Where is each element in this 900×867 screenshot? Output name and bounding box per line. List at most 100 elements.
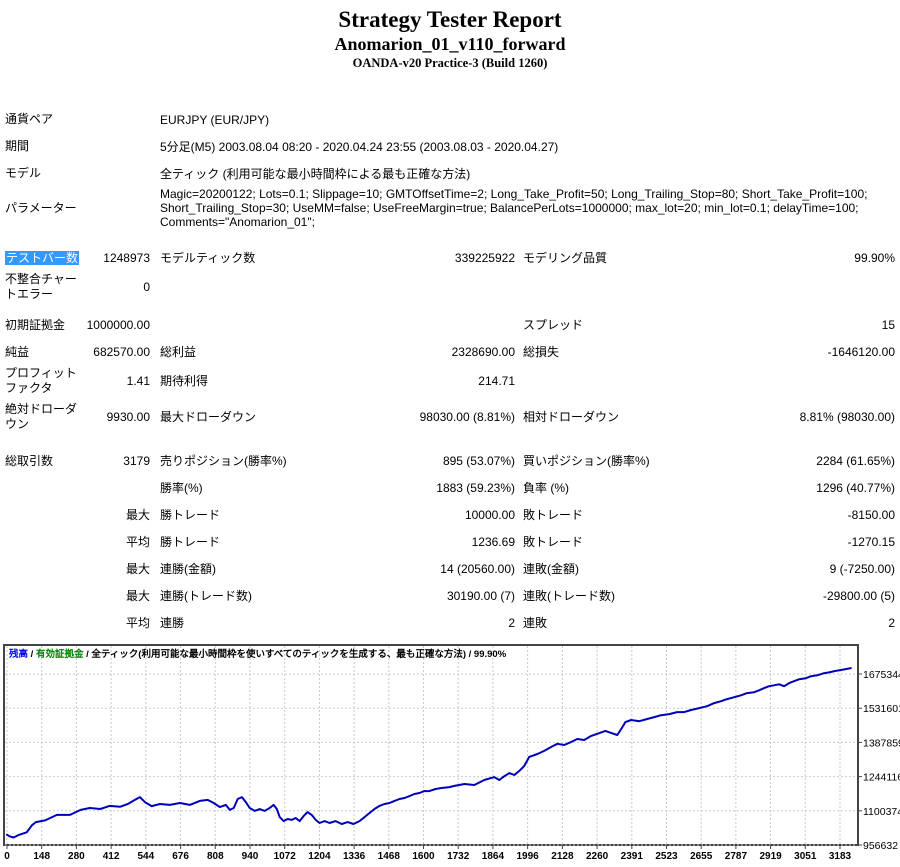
report-row: 純益 682570.00 総利益 2328690.00 総損失 -1646120.00 <box>5 339 895 366</box>
row-value-2: 895 (53.07%) <box>442 454 515 468</box>
row-label-2: 勝率(%) <box>160 481 203 495</box>
report-row: 期間 5分足(M5) 2003.08.04 08:20 - 2020.04.24 … <box>5 133 895 160</box>
equity-chart-area: 1675344 1531601 1387859 1244116 1100374 95663… <box>0 643 900 867</box>
row-label-2: 連勝 <box>160 616 185 630</box>
row-value-1: 0 <box>143 279 150 294</box>
report-row: パラメーター Magic=20200122; Lots=0.1; Slippage… <box>5 187 895 229</box>
x-axis-label: 676 <box>172 851 189 862</box>
y-axis-label: 1675344 <box>863 669 900 681</box>
row-value-1: 1.41 <box>126 373 150 388</box>
x-axis-label: 2128 <box>551 851 574 862</box>
row-value-2: 1236.69 <box>471 535 515 549</box>
row-value-3: -29800.00 (5) <box>822 589 895 603</box>
row-label-3: 連敗(金額) <box>523 562 579 576</box>
report-row: 通貨ペア EURJPY (EUR/JPY) <box>5 106 895 133</box>
row-value-1: 9930.00 <box>106 409 150 424</box>
row-value-3: 1296 (40.77%) <box>816 481 895 495</box>
report-row: 総取引数 3179 売りポジション(勝率%) 895 (53.07%) 買いポジション(… <box>5 448 895 475</box>
row-wide-value: EURJPY (EUR/JPY) <box>160 112 270 127</box>
row-value-3: -1270.15 <box>847 535 895 549</box>
row-value-3: -1646120.00 <box>827 345 895 359</box>
x-axis-label: 808 <box>207 851 224 862</box>
row-label: 不整合チャートエラー <box>5 272 77 301</box>
row-label-3: 敗トレード <box>523 508 584 522</box>
row-label: パラメーター <box>5 200 77 215</box>
row-value-1: 平均 <box>125 616 150 630</box>
row-label-3: 敗トレード <box>523 535 584 549</box>
x-axis-label: 2919 <box>759 851 782 862</box>
row-value-3: 15 <box>881 318 895 332</box>
y-axis-label: 956632 <box>863 840 898 852</box>
row-label-2: モデルティック数 <box>160 251 256 265</box>
row-label-2: 連勝(トレード数) <box>160 589 252 603</box>
row-label: プロフィットファクタ <box>5 366 77 395</box>
report-table: 通貨ペア EURJPY (EUR/JPY) 期間 5分足(M5) 2003.08.04… <box>0 106 900 637</box>
x-axis-label: 1336 <box>343 851 366 862</box>
report-row: 平均 勝トレード 1236.69 敗トレード -1270.15 <box>5 529 895 556</box>
x-axis-label: 3051 <box>794 851 817 862</box>
row-label: テストバー数 <box>5 251 85 266</box>
x-axis-label: 2655 <box>690 851 713 862</box>
row-label-3: 負率 (%) <box>523 481 569 495</box>
x-axis-label: 280 <box>68 851 85 862</box>
x-axis-label: 544 <box>137 851 154 862</box>
row-value-2: 339225922 <box>454 251 515 265</box>
row-label-2: 勝トレード <box>160 535 221 549</box>
report-row: 絶対ドローダウン 9930.00 最大ドローダウン 98030.00 (8.81%) 相… <box>5 402 895 432</box>
row-value-2: 14 (20560.00) <box>440 562 515 576</box>
x-axis-label: 1996 <box>516 851 539 862</box>
row-value-2: 98030.00 (8.81%) <box>419 409 515 424</box>
report-row: 最大 勝トレード 10000.00 敗トレード -8150.00 <box>5 502 895 529</box>
row-label-3: 連敗(トレード数) <box>523 589 615 603</box>
report-row: モデル 全ティック (利用可能な最小時間枠による最も正確な方法) <box>5 160 895 187</box>
row-label-2: 期待利得 <box>160 373 209 388</box>
row-label: モデル <box>5 166 42 180</box>
row-label: 絶対ドローダウン <box>5 402 78 431</box>
report-row: 最大 連勝(金額) 14 (20560.00) 連敗(金額) 9 (-7250.00) <box>5 556 895 583</box>
row-label: 初期証拠金 <box>5 318 66 332</box>
row-value-3: 8.81% (98030.00) <box>799 409 895 424</box>
row-label-2: 連勝(金額) <box>160 562 216 576</box>
row-label: 純益 <box>5 345 30 359</box>
x-axis-label: 1072 <box>274 851 297 862</box>
row-label-3: 相対ドローダウン <box>523 409 620 424</box>
report-row: 不整合チャートエラー 0 <box>5 272 895 302</box>
report-row: 平均 連勝 2 連敗 2 <box>5 610 895 637</box>
y-axis-label: 1244116 <box>863 772 900 784</box>
row-label-2: 総利益 <box>160 345 197 359</box>
row-label-3: スプレッド <box>523 318 584 332</box>
row-label-3: 連敗 <box>523 616 548 630</box>
row-value-2: 2 <box>508 616 515 630</box>
row-value-2: 1883 (59.23%) <box>436 481 515 495</box>
x-axis-label: 2523 <box>655 851 678 862</box>
row-label: 総取引数 <box>5 454 54 468</box>
row-label-3: 総損失 <box>523 345 560 359</box>
x-axis-label: 0 <box>4 851 10 862</box>
x-axis-label: 148 <box>33 851 50 862</box>
row-value-2: 214.71 <box>478 373 515 388</box>
chart-legend: 残高 / 有効証拠金 / 全ティック(利用可能な最小時間枠を使いすべてのティック… <box>9 648 507 660</box>
row-value-1: 最大 <box>125 589 150 603</box>
report-row: 最大 連勝(トレード数) 30190.00 (7) 連敗(トレード数) -29800.0… <box>5 583 895 610</box>
x-axis-label: 1468 <box>378 851 401 862</box>
x-axis-label: 940 <box>242 851 259 862</box>
report-row: プロフィットファクタ 1.41 期待利得 214.71 <box>5 366 895 396</box>
row-value-3: 99.90% <box>854 251 895 265</box>
x-axis-label: 2391 <box>621 851 644 862</box>
row-value-3: -8150.00 <box>847 508 895 522</box>
row-label: 期間 <box>5 139 30 153</box>
row-value-1: 最大 <box>125 562 150 576</box>
row-wide-value: 全ティック (利用可能な最小時間枠による最も正確な方法) <box>160 166 471 181</box>
x-axis-label: 1600 <box>412 851 435 862</box>
page-title: Strategy Tester Report <box>338 7 562 32</box>
row-label-2: 最大ドローダウン <box>160 409 257 424</box>
row-value-3: 2284 (61.65%) <box>816 454 895 468</box>
row-wide-value: 5分足(M5) 2003.08.04 08:20 - 2020.04.24 23… <box>160 139 559 154</box>
row-label: 通貨ペア <box>5 112 54 126</box>
row-value-1: 平均 <box>125 535 150 549</box>
row-label-2: 勝トレード <box>160 508 221 522</box>
row-label-3: 買いポジション(勝率%) <box>523 454 650 468</box>
x-axis-label: 2787 <box>725 851 748 862</box>
row-value-3: 9 (-7250.00) <box>829 562 895 576</box>
x-axis-label: 1204 <box>308 851 331 862</box>
